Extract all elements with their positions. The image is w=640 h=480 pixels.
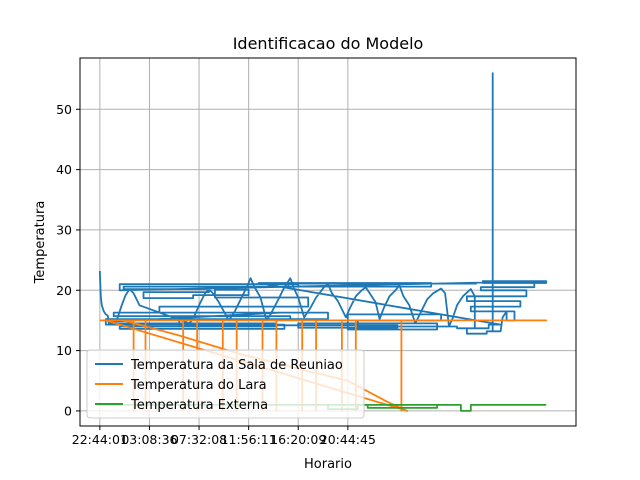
x-tick-label: 20:44:45: [320, 432, 376, 447]
x-tick-label: 11:56:11: [221, 432, 277, 447]
y-tick-label: 10: [56, 343, 72, 358]
y-tick-label: 40: [56, 162, 72, 177]
legend: Temperatura da Sala de Reuniao Temperatur…: [86, 349, 365, 419]
x-tick-label: 22:44:01: [72, 432, 128, 447]
legend-label: Temperatura Externa: [130, 398, 268, 413]
y-tick-label: 20: [56, 283, 72, 298]
y-tick-label: 30: [56, 222, 72, 237]
x-tick-label: 16:20:09: [270, 432, 326, 447]
y-tick-label: 0: [64, 403, 72, 418]
y-axis-label: Temperatura: [33, 201, 48, 285]
plot-frame: [79, 57, 577, 427]
x-tick-label: 07:32:08: [171, 432, 227, 447]
x-axis-label: Horario: [304, 457, 352, 472]
y-tick-label: 50: [56, 102, 72, 117]
x-tick-label: 03:08:36: [121, 432, 177, 447]
legend-label: Temperatura da Sala de Reuniao: [130, 358, 343, 373]
chart-title: Identificacao do Modelo: [233, 34, 424, 53]
legend-label: Temperatura do Lara: [130, 378, 267, 393]
axis-ticks: 22:44:0103:08:3607:32:0811:56:1116:20:09…: [56, 102, 376, 447]
series-line-1: [98, 72, 548, 335]
legend-box: [86, 349, 365, 419]
